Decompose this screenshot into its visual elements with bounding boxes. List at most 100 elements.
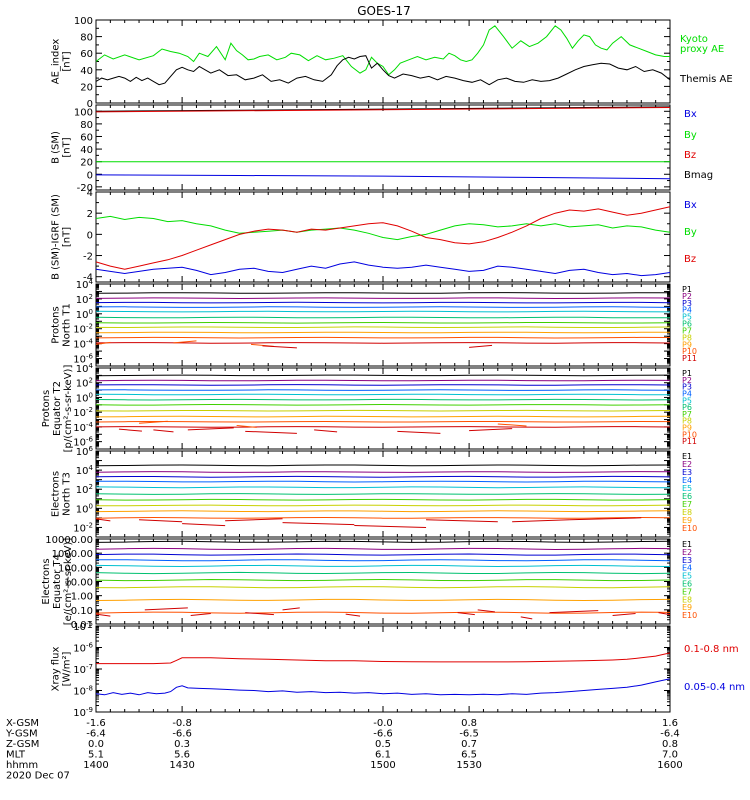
y-axis-title: AE_index <box>51 39 62 85</box>
channel-line-2 <box>96 472 670 473</box>
ytick-label: 2 <box>87 209 93 220</box>
goes17-summary-plot: GOES-17 020406080100AE_index [nT]Kyotopro… <box>0 0 750 800</box>
channel-fragment <box>225 519 282 521</box>
ytick-label: 100 <box>76 502 93 515</box>
channel-line-8 <box>96 587 670 588</box>
channel-fragment <box>262 346 296 348</box>
y-axis-title: Equator T2 <box>52 381 63 436</box>
y-axis-title: Protons <box>41 390 52 427</box>
panel-b: -20020406080100B (SM) [nT]BxByBzBmag <box>51 105 714 194</box>
xaxis-value: -0.0 <box>373 718 393 729</box>
legend-entry: Bx <box>684 200 697 211</box>
channel-fragment <box>426 520 498 522</box>
channel-fragment <box>245 431 297 433</box>
channel-line-2 <box>96 298 670 299</box>
channel-fragment <box>397 431 440 433</box>
channel-line-3 <box>96 554 670 555</box>
xaxis-value: 0.3 <box>174 739 190 750</box>
channel-line-2 <box>96 380 670 381</box>
channel-line-6 <box>96 399 670 400</box>
y-axis-title: North T1 <box>62 303 73 347</box>
xaxis-value: 1530 <box>456 760 481 771</box>
panel-pe: 10410210010-210-410-6Protons Equator T2 [p… <box>41 362 697 452</box>
ytick-label: 104 <box>76 464 94 477</box>
xaxis-value: -6.6 <box>172 729 192 740</box>
ytick-label: 104 <box>76 278 94 291</box>
ytick-label: 80 <box>80 33 93 44</box>
legend-entry: By <box>684 130 697 141</box>
xaxis-date: 2020 Dec 07 <box>6 771 70 782</box>
ytick-label: 100 <box>76 308 93 321</box>
legend-entry: P11 <box>682 437 697 446</box>
legend-entry: Bz <box>684 150 696 161</box>
xaxis-value: 1400 <box>83 760 108 771</box>
channel-line-11 <box>96 427 670 428</box>
channel-fragment <box>346 614 360 616</box>
ytick-label: 102 <box>76 483 93 496</box>
channel-line-8 <box>96 410 670 411</box>
channel-line-10 <box>96 612 670 613</box>
channel-line-4 <box>96 560 670 561</box>
channel-line-2 <box>96 548 670 549</box>
y-axis-title: Xray flux <box>51 647 62 692</box>
y-axis-title: [nT] <box>62 51 73 71</box>
xaxis-value: 0.5 <box>375 739 391 750</box>
channel-line-7 <box>96 499 670 500</box>
channel-line-1 <box>96 465 670 466</box>
ytick-label: 0 <box>87 230 93 241</box>
channel-line-4 <box>96 307 670 308</box>
ytick-label: 20 <box>80 82 93 93</box>
channel-fragment <box>145 608 188 610</box>
panel-ee: 10000.001000.00100.0010.001.000.100.01El… <box>41 535 697 631</box>
ytick-label: 10-5 <box>73 620 93 633</box>
ytick-label: 40 <box>80 66 93 77</box>
legend-entry: Bx <box>684 109 697 120</box>
y-axis-title: Equator T4 <box>52 554 63 609</box>
ytick-label: 10-8 <box>73 685 93 698</box>
panel-xray: 10-5 10-6 10-7 10-8 10-9 Xray flux [W/m²] 0.1-0… <box>51 620 746 719</box>
y-axis-title: Protons <box>51 306 62 343</box>
xaxis-row-label: Y-GSM <box>5 729 38 740</box>
xaxis-value: -6.5 <box>459 729 479 740</box>
y-axis-title: [p/(cm²-s-sr-keV)] <box>63 365 74 453</box>
series-line-by <box>96 216 670 239</box>
ytick-label: 102 <box>76 377 93 390</box>
channel-line-6 <box>96 494 670 495</box>
channel-line-9 <box>96 416 670 417</box>
channel-line-4 <box>96 481 670 482</box>
channel-line-5 <box>96 565 670 566</box>
panel-frame-pn <box>96 284 670 366</box>
ytick-label: 10-2 <box>73 521 93 534</box>
channel-line-10 <box>96 518 670 519</box>
ytick-label: 100 <box>74 107 93 118</box>
channel-line-10 <box>96 422 670 423</box>
y-axis-title: [W/m²] <box>62 651 73 686</box>
panel-pn: 104 102 100 10-2 10-4 10-6 Protons North T1 P1P2… <box>51 278 698 366</box>
channel-line-11 <box>96 343 670 344</box>
channel-line-3 <box>96 476 670 477</box>
xaxis-row-label: MLT <box>6 750 26 761</box>
ytick-label: 60 <box>80 132 93 143</box>
xaxis-value: -0.8 <box>172 718 192 729</box>
channel-fragment <box>191 614 211 616</box>
legend-entry: E10 <box>682 611 697 620</box>
xaxis-value: 5.6 <box>174 750 190 761</box>
xaxis-value: 1500 <box>370 760 395 771</box>
panel-frame-b <box>96 105 670 190</box>
channel-fragment <box>188 428 234 430</box>
panel-frame-ae <box>96 20 670 103</box>
channel-fragment <box>498 424 527 426</box>
ytick-label: 106 <box>76 445 94 458</box>
xaxis-value: -1.6 <box>86 718 106 729</box>
channel-fragment <box>469 345 492 347</box>
channel-fragment <box>139 520 182 522</box>
series-line-bx <box>96 175 670 179</box>
channel-fragment <box>521 617 532 619</box>
ytick-label: 10-4 <box>73 421 93 434</box>
series-line-bx <box>96 262 670 276</box>
channel-fragment <box>613 614 636 616</box>
xaxis-value: 1430 <box>169 760 194 771</box>
series-line-themis-ae <box>96 56 670 85</box>
xaxis-value: -6.4 <box>86 729 106 740</box>
channel-line-4 <box>96 390 670 391</box>
